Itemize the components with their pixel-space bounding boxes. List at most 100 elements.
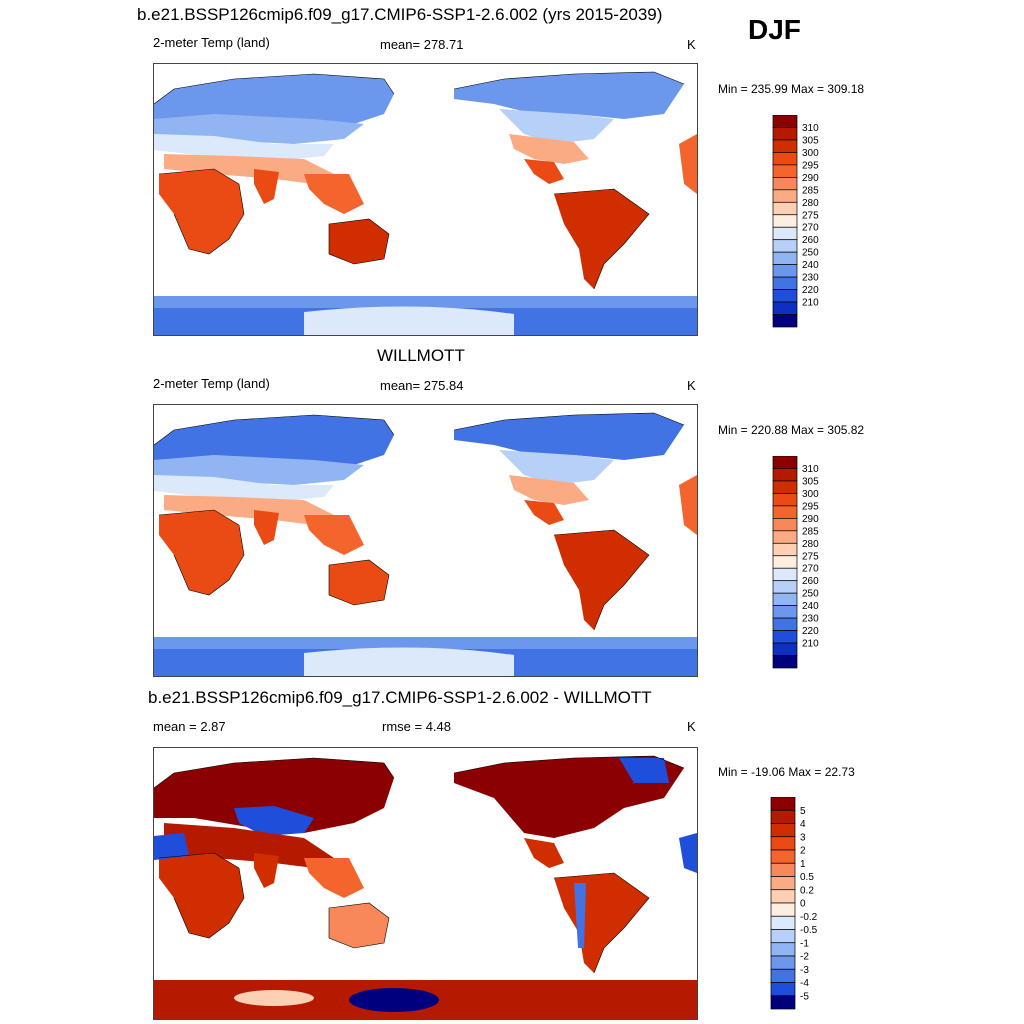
panel2-colorbar-swatch — [772, 592, 798, 606]
panel2-colorbar-tick-label: 240 — [802, 601, 819, 612]
panel3-colorbar-tick-label: -0.2 — [800, 912, 818, 923]
panel2-colorbar-tick-label: 305 — [802, 476, 819, 487]
panel3-colorbar-swatch — [770, 836, 796, 851]
panel2-coastlines — [154, 412, 685, 631]
panel3-colorbar-swatch — [770, 797, 796, 811]
panel3-colorbar-swatch — [770, 823, 796, 838]
panel2-mean-label: mean= 275.84 — [380, 378, 464, 393]
panel3-minmax-label: Min = -19.06 Max = 22.73 — [718, 765, 855, 779]
panel2-colorbar-swatch — [772, 580, 798, 594]
panel1-colorbar-swatch — [772, 239, 798, 253]
panel3-map — [153, 747, 698, 1020]
panel1-colorbar-tick-label: 285 — [802, 185, 819, 196]
panel3-mean-label: mean = 2.87 — [153, 719, 226, 734]
panel3-colorbar-swatch — [770, 876, 796, 891]
panel2-colorbar-tick-label: 280 — [802, 539, 819, 550]
panel2-colorbar: 3103053002952902852802752702602502402302… — [772, 456, 819, 669]
panel1-land-layer — [154, 72, 697, 335]
panel3-colorbar-tick-label: 0 — [800, 899, 806, 910]
panel3-colorbar-swatch — [770, 809, 796, 824]
panel2-colorbar-swatch — [772, 605, 798, 619]
panel2-colorbar-swatch — [772, 655, 798, 669]
panel1-colorbar-tick-label: 270 — [802, 223, 819, 234]
panel3-colorbar-tick-label: 5 — [800, 806, 806, 817]
panel3-colorbar-swatch — [770, 968, 796, 983]
panel3-colorbar-tick-label: -0.5 — [800, 925, 818, 936]
panel2-units-label: K — [687, 378, 696, 393]
panel1-colorbar: 3103053002952902852802752702602502402302… — [772, 115, 819, 328]
panel3-units-label: K — [687, 719, 696, 734]
panel2-colorbar-swatch — [772, 480, 798, 494]
panel3-colorbar-tick-label: 0.2 — [800, 885, 814, 896]
panel2-colorbar-tick-label: 210 — [802, 639, 819, 650]
panel2-colorbar-swatch — [772, 555, 798, 569]
panel2-colorbar-tick-label: 250 — [802, 589, 819, 600]
panel1-colorbar-tick-label: 295 — [802, 160, 819, 171]
panel2-colorbar-swatch — [772, 493, 798, 507]
panel2-colorbar-swatch — [772, 518, 798, 532]
panel1-colorbar-tick-label: 310 — [802, 123, 819, 134]
panel2-colorbar-swatch — [772, 505, 798, 519]
panel2-colorbar-swatch — [772, 456, 798, 469]
panel2-colorbar-tick-label: 275 — [802, 551, 819, 562]
panel2-colorbar-tick-label: 285 — [802, 526, 819, 537]
panel1-colorbar-tick-label: 210 — [802, 298, 819, 309]
panel1-colorbar-swatch — [772, 177, 798, 191]
panel1-colorbar-tick-label: 290 — [802, 173, 819, 184]
season-label: DJF — [748, 14, 801, 45]
panel1-colorbar-swatch — [772, 164, 798, 178]
panel2-title: WILLMOTT — [377, 346, 465, 365]
panel1-colorbar-swatch — [772, 214, 798, 228]
panel1-colorbar-tick-label: 230 — [802, 273, 819, 284]
panel1-colorbar-swatch — [772, 189, 798, 203]
panel2-colorbar-swatch — [772, 530, 798, 544]
panel3-colorbar-swatch — [770, 929, 796, 944]
panel3-title: b.e21.BSSP126cmip6.f09_g17.CMIP6-SSP1-2.… — [148, 688, 652, 707]
panel2-colorbar-tick-label: 270 — [802, 564, 819, 575]
panel2-colorbar-tick-label: 300 — [802, 489, 819, 500]
panel3-colorbar: 5 4 3 2 1 0.5 0.2 0 -0.2 -0.5 -1 -2 -3 -4 -5 — [770, 797, 818, 1010]
panel2-colorbar-tick-label: 230 — [802, 614, 819, 625]
panel2-minmax-label: Min = 220.88 Max = 305.82 — [718, 423, 865, 437]
panel3-colorbar-tick-label: -1 — [800, 938, 809, 949]
panel1-colorbar-swatch — [772, 251, 798, 265]
panel3-colorbar-tick-label: 0.5 — [800, 872, 814, 883]
panel1-colorbar-swatch — [772, 201, 798, 216]
panel3-rmse-label: rmse = 4.48 — [382, 719, 452, 734]
panel1-colorbar-tick-label: 280 — [802, 198, 819, 209]
panel3-colorbar-swatch — [770, 955, 796, 970]
panel2-colorbar-swatch — [772, 542, 798, 557]
panel1-variable-label: 2-meter Temp (land) — [153, 35, 270, 50]
panel2-colorbar-swatch — [772, 630, 798, 644]
panel2-colorbar-swatch — [772, 468, 798, 482]
panel1-colorbar-tick-label: 220 — [802, 285, 819, 296]
panel1-colorbar-tick-label: 275 — [802, 210, 819, 221]
panel1-colorbar-swatch — [772, 276, 798, 290]
panel2-colorbar-tick-label: 260 — [802, 576, 819, 587]
panel2-colorbar-swatch — [772, 617, 798, 631]
panel2-colorbar-swatch — [772, 567, 798, 582]
panel1-coastlines — [154, 71, 685, 290]
panel1-colorbar-swatch — [772, 289, 798, 303]
panel2-land-layer — [154, 413, 697, 676]
panel3-colorbar-swatch — [770, 849, 796, 864]
panel2-colorbar-swatch — [772, 642, 798, 656]
panel2-variable-label: 2-meter Temp (land) — [153, 376, 270, 391]
panel1-colorbar-tick-label: 260 — [802, 235, 819, 246]
panel3-colorbar-swatch — [770, 942, 796, 957]
panel1-colorbar-swatch — [772, 139, 798, 153]
panel3-colorbar-swatch — [770, 915, 796, 930]
panel1-colorbar-swatch — [772, 226, 798, 241]
panel1-colorbar-tick-label: 250 — [802, 248, 819, 259]
panel3-colorbar-swatch — [770, 995, 796, 1010]
panel3-colorbar-tick-label: -3 — [800, 965, 809, 976]
panel2-map — [153, 404, 698, 677]
panel3-colorbar-swatch — [770, 902, 796, 917]
panel3-colorbar-tick-label: -5 — [800, 991, 809, 1002]
panel1-units-label: K — [687, 37, 696, 52]
panel3-colorbar-tick-label: -4 — [800, 978, 809, 989]
panel1-colorbar-swatch — [772, 127, 798, 141]
panel3-colorbar-tick-label: 4 — [800, 819, 806, 830]
panel1-colorbar-swatch — [772, 152, 798, 166]
panel2-colorbar-tick-label: 290 — [802, 514, 819, 525]
